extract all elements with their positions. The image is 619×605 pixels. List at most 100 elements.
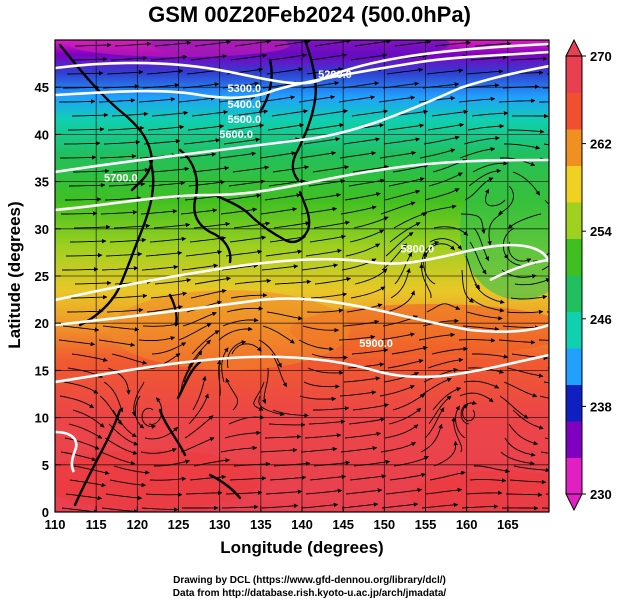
colorbar-label: 238	[590, 399, 612, 414]
streamline	[426, 303, 461, 313]
streamline	[220, 207, 258, 215]
streamline	[274, 279, 312, 285]
streamline	[503, 381, 538, 398]
streamline	[343, 137, 381, 145]
colorbar: 270 262 254 246 238 230	[565, 38, 612, 512]
streamline	[71, 56, 108, 62]
streamline	[512, 409, 544, 430]
streamline	[541, 265, 549, 271]
streamline	[388, 177, 425, 187]
streamline	[110, 293, 148, 299]
colorbar-frame	[565, 55, 583, 495]
streamline	[131, 381, 145, 417]
streamline	[225, 490, 263, 495]
y-tick-label: 0	[42, 505, 49, 520]
streamline	[431, 346, 468, 355]
streamline	[60, 451, 97, 462]
streamline	[100, 451, 136, 466]
streamline	[312, 165, 350, 173]
x-tick-label: 160	[456, 517, 478, 532]
streamline	[309, 474, 347, 481]
streamline	[541, 507, 549, 509]
streamline	[504, 437, 536, 457]
streamline	[261, 503, 299, 509]
streamline	[112, 409, 137, 438]
streamline	[313, 460, 351, 467]
contour-label: 5400.0	[228, 99, 262, 111]
streamline	[500, 451, 535, 466]
streamline	[383, 371, 420, 383]
streamline	[147, 353, 181, 369]
lat-lon-grid	[55, 40, 549, 512]
streamline	[308, 419, 346, 425]
streamline	[349, 229, 385, 243]
x-tick-label: 125	[168, 517, 190, 532]
streamline	[259, 151, 297, 159]
streamline	[229, 475, 267, 481]
streamline	[265, 489, 303, 495]
streamline	[154, 459, 190, 467]
streamline	[504, 143, 541, 150]
streamline	[460, 213, 486, 234]
warm-anomaly	[410, 471, 549, 512]
streamline	[151, 110, 189, 117]
colorbar-max-extension	[565, 38, 583, 57]
y-tick-label: 45	[35, 80, 49, 95]
streamline	[460, 400, 477, 425]
streamline	[427, 122, 465, 131]
colorbar-segment	[566, 348, 582, 385]
streamline	[258, 395, 285, 417]
streamline	[272, 165, 310, 173]
streamline	[185, 490, 223, 496]
streamline	[194, 40, 232, 47]
streamline	[273, 461, 311, 467]
streamline	[502, 227, 515, 260]
streamline	[424, 188, 460, 201]
streamline	[141, 407, 156, 430]
streamline	[221, 263, 259, 271]
streamline	[144, 426, 179, 440]
streamline	[220, 445, 258, 453]
streamline	[234, 40, 272, 47]
streamline	[378, 95, 416, 103]
streamline	[192, 375, 207, 411]
streamline	[340, 205, 377, 215]
streamline	[187, 124, 225, 131]
streamline	[74, 42, 112, 48]
streamline	[426, 68, 464, 75]
streamline	[393, 212, 428, 229]
streamline	[269, 235, 307, 243]
streamline	[300, 446, 338, 453]
streamline	[313, 406, 350, 411]
streamline	[458, 96, 496, 103]
streamline	[71, 294, 108, 300]
streamline	[218, 326, 253, 341]
streamline	[138, 336, 176, 342]
streamline	[387, 123, 425, 131]
streamline	[502, 84, 540, 89]
streamline	[65, 493, 103, 501]
streamline	[111, 353, 148, 365]
streamline	[348, 417, 386, 425]
streamline	[219, 151, 257, 159]
x-tick-label: 110	[45, 517, 66, 532]
streamline	[419, 148, 456, 159]
streamline	[462, 83, 500, 89]
streamline	[429, 470, 466, 481]
streamline	[508, 129, 545, 134]
streamline	[383, 137, 421, 145]
streamline	[433, 440, 458, 467]
streamline	[192, 166, 230, 173]
streamline	[345, 488, 383, 495]
streamline	[64, 141, 101, 146]
streamline	[59, 395, 95, 409]
streamline	[221, 347, 229, 383]
streamline	[538, 339, 549, 341]
streamline	[193, 221, 231, 229]
streamline	[423, 135, 460, 145]
streamline	[354, 40, 392, 47]
streamline	[150, 291, 188, 299]
streamline	[458, 338, 496, 343]
streamline	[513, 465, 549, 473]
colorbar-segment	[566, 311, 582, 349]
